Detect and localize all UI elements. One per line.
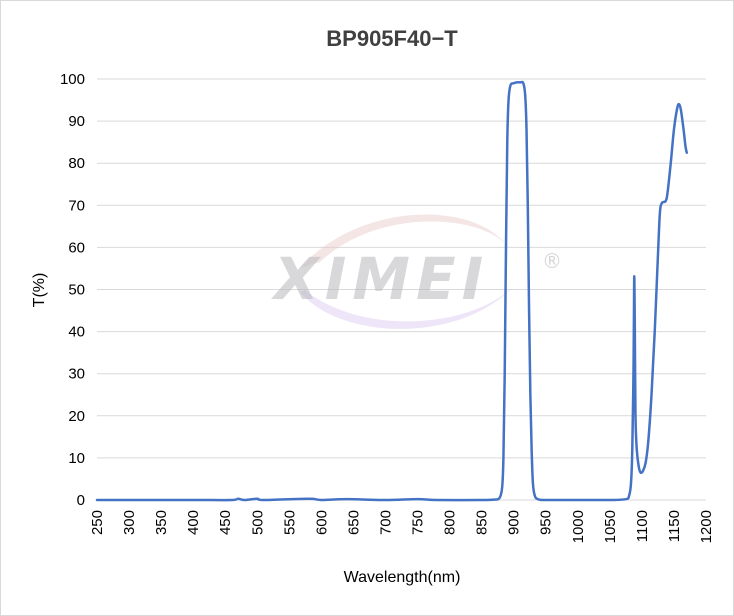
x-tick-label: 700 <box>377 510 394 535</box>
x-tick-label: 300 <box>121 510 138 535</box>
x-tick-label: 650 <box>345 510 362 535</box>
x-tick-label: 500 <box>249 510 266 535</box>
series-line <box>95 80 689 502</box>
x-tick-label: 1050 <box>602 510 619 543</box>
x-tick-label: 950 <box>538 510 555 535</box>
series-layer <box>95 80 689 502</box>
x-tick-label: 350 <box>153 510 170 535</box>
x-tick-label: 450 <box>217 510 234 535</box>
y-tick-label: 80 <box>68 155 85 172</box>
y-tick-label: 40 <box>68 324 85 341</box>
y-axis-label: T(%) <box>31 273 48 308</box>
y-tick-label: 70 <box>68 197 85 214</box>
x-tick-labels: 250 300 350 400 450 500 550 600 650 700 750 800 850 9… <box>89 510 715 543</box>
y-tick-label: 20 <box>68 408 85 425</box>
y-tick-labels: 0 10 20 30 40 50 60 70 80 90 100 <box>60 71 85 509</box>
x-tick-label: 1100 <box>634 510 651 542</box>
x-tick-label: 900 <box>506 510 523 535</box>
y-tick-label: 10 <box>68 450 85 467</box>
x-tick-label: 400 <box>185 510 202 535</box>
watermark-swoosh-icon <box>300 214 510 268</box>
x-tick-label: 850 <box>474 510 491 535</box>
y-tick-label: 60 <box>68 239 85 256</box>
x-tick-label: 1200 <box>698 510 715 543</box>
x-tick-label: 550 <box>281 510 298 535</box>
x-tick-label: 1150 <box>666 510 683 542</box>
chart-title: BP905F40−T <box>326 26 458 51</box>
x-tick-label: 800 <box>442 510 459 535</box>
y-tick-label: 30 <box>68 366 85 383</box>
x-tick-label: 750 <box>410 510 427 535</box>
x-tick-label: 600 <box>313 510 330 535</box>
y-tick-label: 0 <box>77 492 85 509</box>
watermark-swoosh-lower-icon <box>300 285 515 330</box>
watermark-registered-mark: ® <box>542 249 562 273</box>
x-tick-label: 250 <box>89 510 106 535</box>
watermark-text: XIMEI <box>271 245 489 313</box>
x-tick-label: 1000 <box>570 510 587 543</box>
x-axis-label: Wavelength(nm) <box>344 569 461 586</box>
y-tick-label: 90 <box>68 113 85 130</box>
y-tick-label: 100 <box>60 71 85 88</box>
y-tick-label: 50 <box>68 282 85 299</box>
watermark: XIMEI ® <box>271 214 562 330</box>
